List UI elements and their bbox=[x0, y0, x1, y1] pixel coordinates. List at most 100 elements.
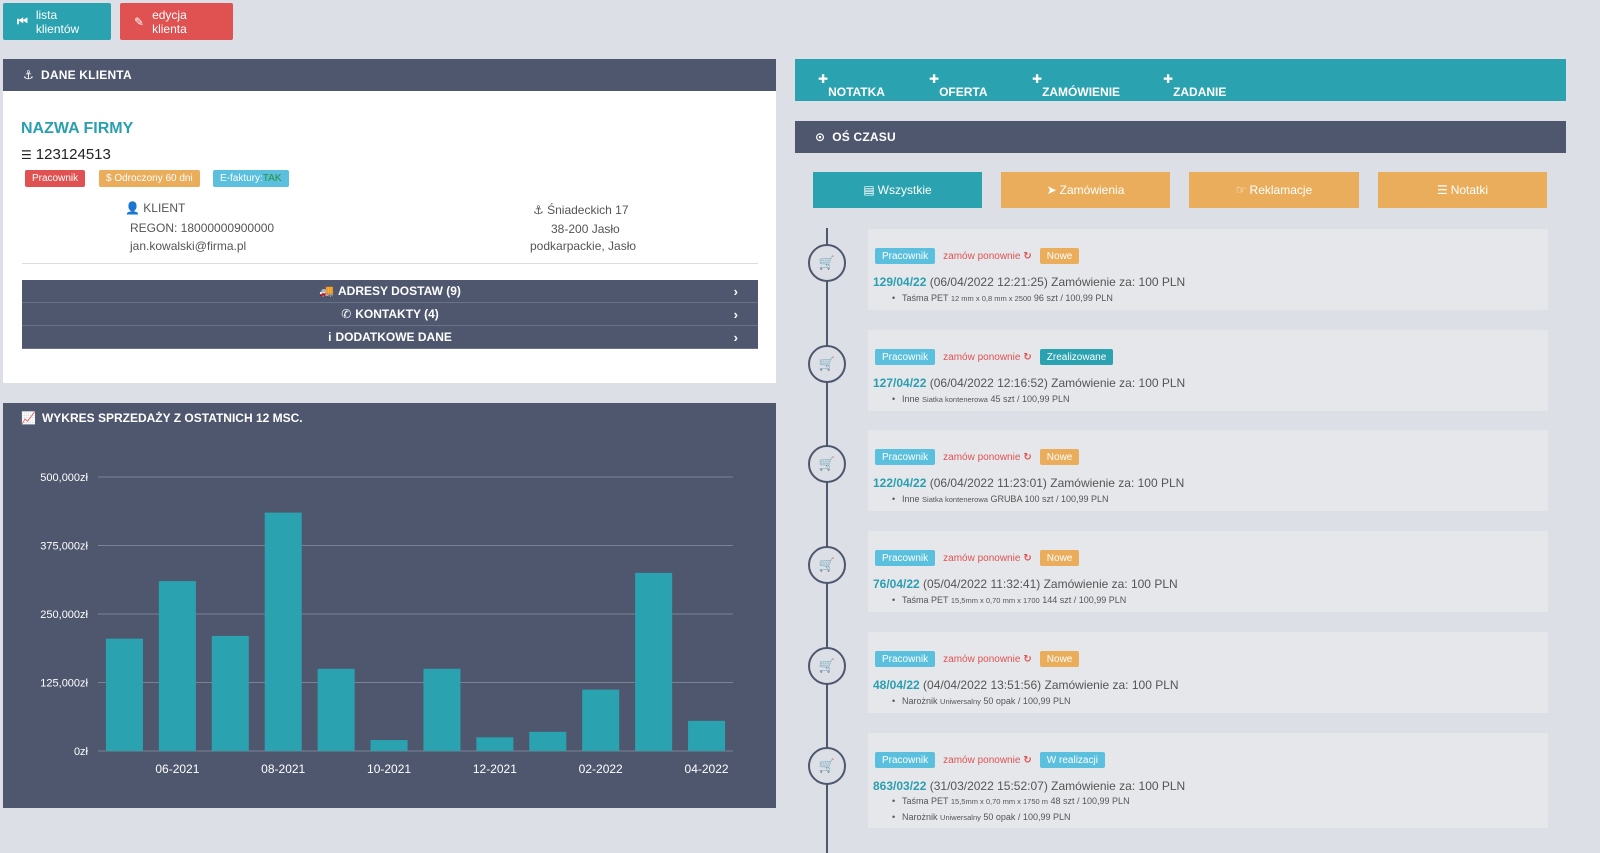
add-task-button[interactable]: ✚ ZADANIE bbox=[1163, 72, 1227, 99]
anchor-icon: ⚓ bbox=[23, 68, 34, 82]
item-qty: 144 szt / 100,99 PLN bbox=[1042, 595, 1127, 605]
user-icon: 👤 bbox=[125, 201, 140, 215]
role-tag: Pracownik bbox=[875, 752, 936, 768]
einvoice-value: TAK bbox=[262, 173, 282, 184]
reorder-label: zamów ponownie bbox=[943, 351, 1021, 363]
reorder-link[interactable]: zamów ponownie ↻ bbox=[943, 452, 1032, 463]
y-tick-label: 0zł bbox=[74, 746, 89, 758]
bar bbox=[317, 668, 355, 751]
send-icon: ➤ bbox=[1046, 183, 1057, 197]
event-details: (31/03/2022 15:52:07) Zamówienie za: 100… bbox=[926, 779, 1186, 793]
bar bbox=[582, 689, 620, 751]
order-item: Taśma PET 15,5mm x 0,70 mm x 1700 144 sz… bbox=[892, 595, 1127, 605]
reorder-link[interactable]: zamów ponownie ↻ bbox=[943, 553, 1032, 564]
accordion-delivery-addresses[interactable]: 🚚 ADRESY DOSTAW (9) › bbox=[22, 280, 758, 303]
address-region: podkarpackie, Jasło bbox=[530, 239, 637, 253]
thumbs-down-icon: ☞ bbox=[1235, 183, 1247, 197]
item-qty: 96 szt / 100,99 PLN bbox=[1033, 293, 1113, 303]
order-number-link[interactable]: 48/04/22 bbox=[873, 678, 920, 692]
order-item: Inne Siatka kontenerowa 45 szt / 100,99 … bbox=[892, 394, 1070, 404]
y-tick-label: 125,000zł bbox=[40, 678, 88, 690]
deferred-payment-badge: $ Odroczony 60 dni bbox=[99, 170, 200, 187]
filter-orders-button[interactable]: ➤ Zamówienia bbox=[1001, 172, 1170, 208]
line-chart-icon: 📈 bbox=[21, 411, 36, 425]
clock-icon: ⊙ bbox=[815, 130, 826, 144]
file-icon: ▤ bbox=[863, 183, 875, 197]
order-number-link[interactable]: 122/04/22 bbox=[873, 476, 927, 490]
chevron-right-icon: › bbox=[733, 306, 738, 322]
item-qty: 48 szt / 100,99 PLN bbox=[1050, 796, 1130, 806]
event-summary: 129/04/22 (06/04/2022 12:21:25) Zamówien… bbox=[873, 275, 1185, 289]
x-tick-label: 04-2022 bbox=[685, 762, 729, 776]
reorder-label: zamów ponownie bbox=[943, 451, 1021, 463]
street-value: Śniadeckich 17 bbox=[547, 203, 629, 217]
client-type: 👤 KLIENT bbox=[125, 200, 185, 217]
status-tag: Nowe bbox=[1039, 248, 1080, 264]
filter-all-button[interactable]: ▤ Wszystkie bbox=[813, 172, 982, 208]
role-tag: Pracownik bbox=[875, 449, 936, 465]
client-type-label: KLIENT bbox=[143, 201, 186, 215]
order-number-link[interactable]: 76/04/22 bbox=[873, 577, 920, 591]
filter-notes-button[interactable]: ☰ Notatki bbox=[1378, 172, 1547, 208]
filter-notes-label: Notatki bbox=[1450, 183, 1489, 197]
accordion-contacts[interactable]: ✆ KONTAKTY (4) › bbox=[22, 303, 758, 326]
id-card-icon: ☰ bbox=[21, 147, 32, 162]
cart-icon: 🛒 bbox=[808, 445, 846, 483]
event-summary: 863/03/22 (31/03/2022 15:52:07) Zamówien… bbox=[873, 779, 1185, 793]
item-name: Taśma PET bbox=[902, 796, 949, 806]
item-qty: 50 opak / 100,99 PLN bbox=[983, 696, 1071, 706]
bar bbox=[211, 635, 249, 751]
item-spec: Siatka kontenerowa bbox=[922, 395, 988, 404]
bar bbox=[105, 638, 143, 751]
x-tick-label: 12-2021 bbox=[473, 762, 517, 776]
order-item: Taśma PET 15,5mm x 0,70 mm x 1750 m 48 s… bbox=[892, 796, 1130, 806]
client-panel-title: DANE KLIENTA bbox=[40, 68, 132, 82]
add-order-button[interactable]: ✚ ZAMÓWIENIE bbox=[1032, 72, 1121, 99]
item-name: Taśma PET bbox=[902, 293, 949, 303]
add-offer-button[interactable]: ✚ OFERTA bbox=[929, 72, 988, 99]
event-details: (06/04/2022 11:23:01) Zamówienie za: 100… bbox=[926, 476, 1185, 490]
reorder-link[interactable]: zamów ponownie ↻ bbox=[943, 755, 1032, 766]
reorder-link[interactable]: zamów ponownie ↻ bbox=[943, 654, 1032, 665]
bar bbox=[635, 572, 673, 751]
pencil-icon: ✎ bbox=[134, 14, 145, 29]
regon: REGON: 18000000900000 bbox=[130, 221, 275, 235]
item-qty: GRUBA 100 szt / 100,99 PLN bbox=[990, 494, 1109, 504]
accordion-additional-data[interactable]: i DODATKOWE DANE › bbox=[22, 326, 758, 349]
status-tag: Nowe bbox=[1039, 651, 1080, 667]
bar bbox=[423, 668, 461, 751]
timeline-line bbox=[826, 228, 828, 853]
item-spec: Siatka kontenerowa bbox=[922, 495, 988, 504]
refresh-icon: ↻ bbox=[1023, 451, 1032, 463]
sales-bar-chart: 0zł 125,000zł 250,000zł 375,000zł 500,000zł 0… bbox=[40, 472, 733, 776]
reorder-link[interactable]: zamów ponownie ↻ bbox=[943, 251, 1032, 262]
phone-icon: ✆ bbox=[341, 307, 352, 321]
item-name: Narożnik bbox=[902, 696, 938, 706]
add-note-button[interactable]: ✚ NOTATKA bbox=[818, 72, 885, 99]
order-number-link[interactable]: 129/04/22 bbox=[873, 275, 927, 289]
order-item: Narożnik Uniwersalny 50 opak / 100,99 PL… bbox=[892, 812, 1071, 822]
order-number-link[interactable]: 863/03/22 bbox=[873, 779, 927, 793]
client-list-button[interactable]: ⏮ lista klientów bbox=[3, 3, 111, 40]
timeline-header: ⊙ OŚ CZASU bbox=[795, 121, 1566, 153]
role-badge: Pracownik bbox=[25, 170, 86, 187]
filter-complaints-button[interactable]: ☞ Reklamacje bbox=[1189, 172, 1359, 208]
reorder-link[interactable]: zamów ponownie ↻ bbox=[943, 352, 1032, 363]
accordion-additional-label: DODATKOWE DANE bbox=[335, 330, 452, 344]
status-tag: Nowe bbox=[1039, 449, 1080, 465]
chart-title: WYKRES SPRZEDAŻY Z OSTATNICH 12 MSC. bbox=[41, 411, 303, 425]
bar bbox=[688, 720, 726, 751]
role-tag: Pracownik bbox=[875, 349, 936, 365]
order-number-link[interactable]: 127/04/22 bbox=[873, 376, 927, 390]
item-name: Inne bbox=[902, 494, 920, 504]
x-tick-label: 08-2021 bbox=[261, 762, 305, 776]
client-email[interactable]: jan.kowalski@firma.pl bbox=[130, 239, 247, 253]
edit-client-button[interactable]: ✎ edycja klienta bbox=[120, 3, 233, 40]
nip-value: 123124513 bbox=[35, 146, 111, 163]
address-city: 38-200 Jasło bbox=[551, 222, 620, 236]
item-qty: 45 szt / 100,99 PLN bbox=[990, 394, 1070, 404]
bar bbox=[529, 731, 567, 751]
refresh-icon: ↻ bbox=[1023, 552, 1032, 564]
add-offer-label: OFERTA bbox=[939, 85, 988, 99]
event-summary: 122/04/22 (06/04/2022 11:23:01) Zamówien… bbox=[873, 476, 1184, 490]
